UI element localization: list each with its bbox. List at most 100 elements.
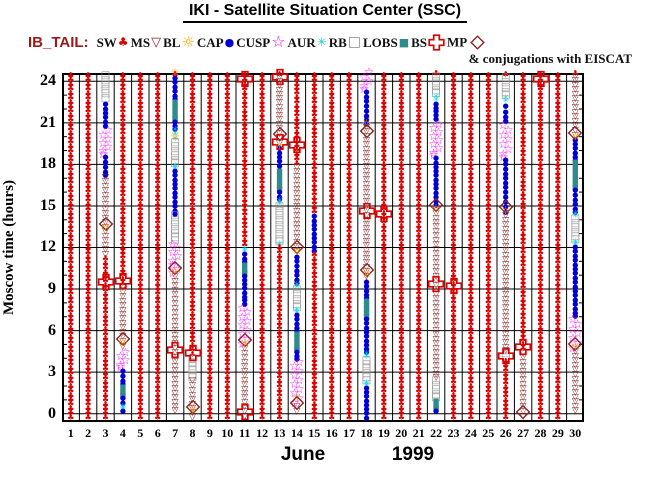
x-tick-label: 25 [482,426,495,440]
x-tick-label: 22 [430,426,443,440]
x-tick-label: 21 [412,426,425,440]
open-diamond-icon [496,198,515,217]
legend-item-label: BL [163,34,181,50]
x-axis-year-label: 1999 [391,444,435,465]
open-cross-icon [236,70,253,87]
y-tick-label: 9 [48,280,56,298]
header: IKI - Satellite Situation Center (SSC) [0,2,650,23]
open-diamond-icon [357,260,376,279]
x-tick-label: 15 [308,426,321,440]
y-tick-label: 12 [40,238,56,256]
legend-item-label: SW [96,34,117,50]
open-diamond-icon [183,397,202,416]
open-cross-icon [184,344,201,361]
sun-icon: ☼ [181,32,195,51]
x-tick-label: 9 [206,426,213,440]
open-diamond-icon [166,259,185,278]
x-tick-label: 7 [172,426,179,440]
open-cross-icon [497,347,514,364]
open-cross-icon [427,275,445,292]
x-tick-label: 29 [551,426,564,440]
legend-item-label: CUSP [236,34,271,50]
x-tick-label: 16 [325,426,338,440]
x-tick-label: 14 [290,426,303,440]
legend-item-aur: AUR✳ [287,34,327,52]
open-cross-icon [166,341,184,359]
open-cross-icon [375,206,393,223]
legend-item-sw: SW♣ [97,34,130,52]
y-tick-label: 18 [40,155,56,173]
open-cross-icon [428,34,445,51]
club-burst-icon: ♣ [117,35,129,50]
x-tick-label: 13 [273,426,286,440]
open-diamond-icon [566,123,585,142]
x-tick-label: 26 [499,426,512,440]
legend-item-label: RB [328,34,347,50]
dataset-label: IB_TAIL: [28,33,89,51]
y-tick-label: 0 [48,404,56,422]
open-diamond-icon [235,331,254,350]
x-tick-label: 1 [67,426,74,440]
y-tick-label: 21 [40,113,56,131]
x-tick-label: 12 [256,426,269,440]
open-diamond-icon [357,122,376,141]
open-cross-icon [114,272,132,289]
open-cross-icon [358,203,375,220]
legend-item-bs: BS [411,34,446,52]
open-diamond-icon [427,195,446,214]
open-diamond-icon [287,393,306,412]
y-axis-label: Moscow time (hours) [1,180,17,315]
legend-items: SW♣ MS▽ BL☼ CAP● CUSP☆ AUR✳ RB□ LOBS■ BS MP [97,33,490,52]
asterisk-icon: ✳ [316,35,327,50]
open-cross-icon [236,403,253,420]
x-tick-label: 6 [154,426,161,440]
y-tick-label: 24 [40,72,56,90]
legend-item-label: LOBS [363,34,398,50]
y-tick-label: 3 [48,363,56,381]
legend-item-mp: MP [447,33,488,52]
legend-item-ms: MS▽ [131,34,163,52]
open-diamond-icon [287,238,306,257]
open-diamond-icon [113,329,132,348]
open-diamond-icon [566,335,585,354]
open-cross-icon [445,278,462,295]
legend-item-rb: RB□ [329,34,362,52]
x-tick-label: 3 [102,426,109,440]
open-diamond-icon [468,33,487,52]
x-tick-label: 11 [239,426,251,440]
x-tick-label: 23 [447,426,460,440]
x-tick-label: 28 [534,426,547,440]
x-axis-month-label: June [280,444,326,465]
x-tick-label: 17 [343,426,356,440]
x-tick-label: 18 [360,426,373,440]
page-title: IKI - Satellite Situation Center (SSC) [182,2,468,23]
y-tick-label: 6 [48,321,56,339]
open-cross-icon [532,70,549,87]
open-diamond-icon [96,214,115,233]
x-tick-label: 19 [377,426,390,440]
x-tick-label: 10 [221,426,234,440]
legend-item-lobs: LOBS■ [363,34,410,52]
open-diamond-icon [514,402,533,421]
filled-circle-icon: ● [224,35,235,49]
plot-grid [62,73,584,422]
legend-note: & conjugations with EISCAT [468,51,632,66]
x-tick-label: 5 [137,426,144,440]
legend-item-cusp: CUSP☆ [236,33,286,52]
open-cross-icon [288,136,306,154]
legend-item-label: MP [447,34,468,50]
plot-area: ♣ ♣ ♣ ♣ ♣ ♣ ♣ ♣ ♣ ♣ ♣ ♣ ♣ ♣ ♣ ♣ ♣ ♣ ♣ ♣ ♣ ♣ ♣ ♣ ♣ ♣ ♣ ♣ ♣ ♣ ♣ ♣ ♣ ♣ ♣ ♣ ♣ ♣ ♣ ♣… [62,66,585,422]
legend-item-cap: CAP● [197,34,235,52]
x-tick-label: 27 [517,426,530,440]
legend-item-bl: BL☼ [163,34,196,52]
x-tick-label: 24 [464,426,477,440]
filled-square-icon: ■ [398,35,410,49]
open-cross-icon [97,273,114,291]
legend-item-label: BS [411,34,428,50]
y-tick-label: 15 [40,196,56,214]
x-tick-label: 8 [189,426,196,440]
legend: IB_TAIL: SW♣ MS▽ BL☼ CAP● CUSP☆ AUR✳ RB□ LOBS■ BS… [28,33,489,52]
x-tick-label: 30 [569,426,582,440]
x-tick-label: 20 [395,426,408,440]
